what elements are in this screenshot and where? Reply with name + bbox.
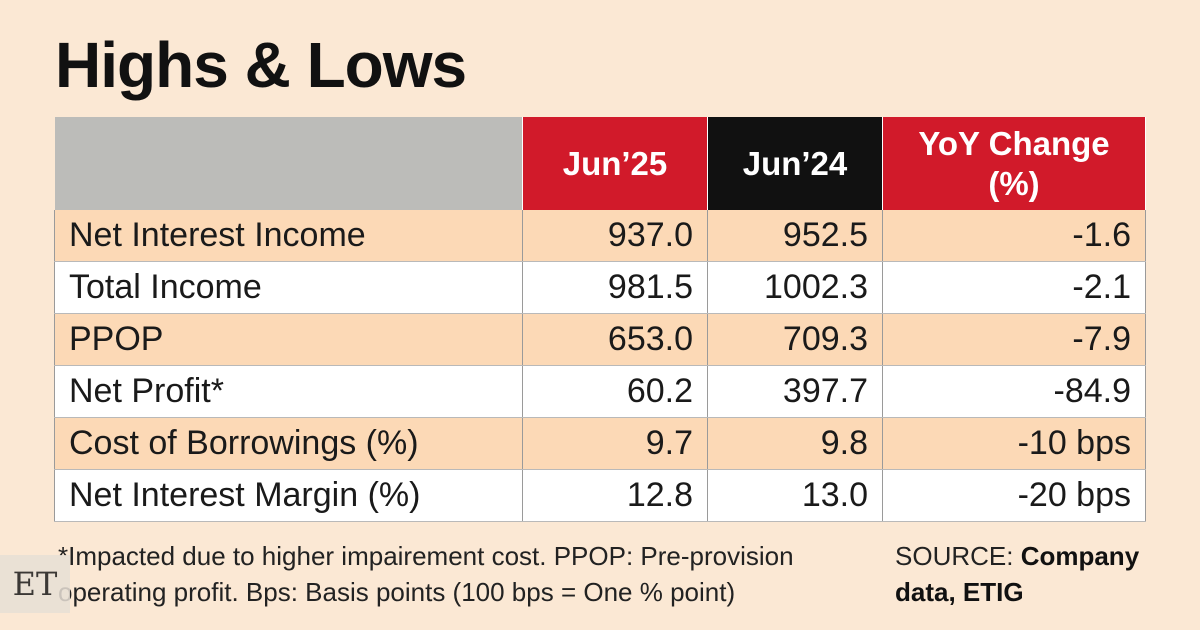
cell-value: 12.8 <box>522 469 708 522</box>
cell-value: 60.2 <box>522 365 708 418</box>
row-label: Total Income <box>54 261 523 314</box>
cell-value: 9.8 <box>707 417 883 470</box>
table-row-net-profit: Net Profit* 60.2 397.7 -84.9 <box>54 365 1146 418</box>
cell-value: -2.1 <box>882 261 1146 314</box>
row-label: Net Profit* <box>54 365 523 418</box>
cell-value: 937.0 <box>522 210 708 262</box>
cell-value: 981.5 <box>522 261 708 314</box>
row-label: Cost of Borrowings (%) <box>54 417 523 470</box>
table-header-row: Jun’25 Jun’24 YoY Change (%) <box>54 117 1146 210</box>
cell-value: -7.9 <box>882 313 1146 366</box>
cell-value: -20 bps <box>882 469 1146 522</box>
cell-value: 653.0 <box>522 313 708 366</box>
source-credit: SOURCE: Company data, ETIG <box>895 538 1145 610</box>
cell-value: 9.7 <box>522 417 708 470</box>
source-name: Company data, ETIG <box>895 541 1140 607</box>
header-blank <box>54 117 523 210</box>
cell-value: 709.3 <box>707 313 883 366</box>
cell-value: 13.0 <box>707 469 883 522</box>
footnote-line-1: *Impacted due to higher impairement cost… <box>58 541 794 571</box>
header-yoy-text: YoY Change (%) <box>918 124 1110 202</box>
cell-value: -84.9 <box>882 365 1146 418</box>
source-prefix: SOURCE: <box>895 541 1021 571</box>
table-row-net-interest-margin: Net Interest Margin (%) 12.8 13.0 -20 bps <box>54 469 1146 522</box>
row-label: Net Interest Income <box>54 210 523 262</box>
table-row-ppop: PPOP 653.0 709.3 -7.9 <box>54 313 1146 366</box>
footnote: *Impacted due to higher impairement cost… <box>58 538 878 610</box>
table-row-cost-of-borrowings: Cost of Borrowings (%) 9.7 9.8 -10 bps <box>54 417 1146 470</box>
footnote-line-2: operating profit. Bps: Basis points (100… <box>58 577 736 607</box>
data-table: Jun’25 Jun’24 YoY Change (%) Net Interes… <box>54 117 1146 522</box>
cell-value: -1.6 <box>882 210 1146 262</box>
row-label: PPOP <box>54 313 523 366</box>
row-label: Net Interest Margin (%) <box>54 469 523 522</box>
header-jun25: Jun’25 <box>522 117 708 210</box>
cell-value: -10 bps <box>882 417 1146 470</box>
et-logo: ET <box>0 555 70 613</box>
cell-value: 952.5 <box>707 210 883 262</box>
cell-value: 1002.3 <box>707 261 883 314</box>
page-title: Highs & Lows <box>55 29 467 101</box>
header-yoy-change: YoY Change (%) <box>882 117 1146 210</box>
cell-value: 397.7 <box>707 365 883 418</box>
table-row-net-interest-income: Net Interest Income 937.0 952.5 -1.6 <box>54 210 1146 262</box>
table-row-total-income: Total Income 981.5 1002.3 -2.1 <box>54 261 1146 314</box>
header-jun24: Jun’24 <box>707 117 883 210</box>
